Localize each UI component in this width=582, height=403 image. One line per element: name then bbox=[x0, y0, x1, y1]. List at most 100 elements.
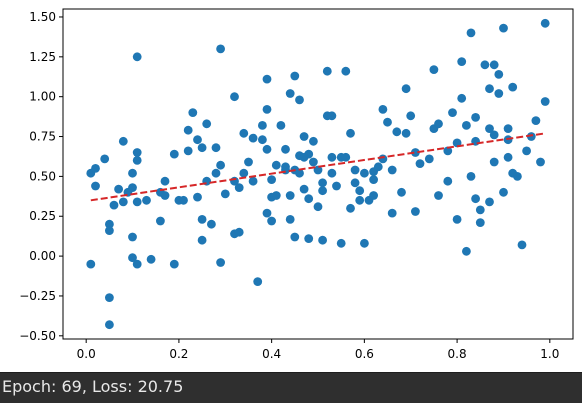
data-point bbox=[290, 71, 300, 81]
data-point bbox=[475, 218, 485, 228]
data-point bbox=[327, 168, 337, 178]
data-point bbox=[499, 23, 508, 33]
data-point bbox=[309, 136, 318, 146]
data-point bbox=[309, 157, 318, 167]
data-point bbox=[503, 124, 513, 133]
x-tick-label: 0.2 bbox=[169, 347, 188, 361]
data-point bbox=[285, 89, 295, 98]
data-point bbox=[540, 97, 550, 106]
y-tick-label: 0.00 bbox=[29, 249, 56, 263]
data-point bbox=[105, 226, 114, 236]
data-point bbox=[383, 117, 392, 127]
plot-area: 0.0 0.2 0.4 0.6 0.8 1.0 −0.50 −0.25 0.00 0.25 0.5… bbox=[19, 8, 574, 361]
scatter-chart: 0.0 0.2 0.4 0.6 0.8 1.0 −0.50 −0.25 0.00 0.25 0.5… bbox=[19, 8, 574, 361]
data-point bbox=[346, 128, 355, 138]
x-tick-label: 0.0 bbox=[77, 347, 96, 361]
data-point bbox=[86, 259, 96, 269]
data-point bbox=[355, 195, 365, 205]
data-point bbox=[118, 136, 128, 146]
data-point bbox=[146, 254, 156, 264]
y-tick-label: 0.25 bbox=[29, 209, 56, 223]
data-point bbox=[489, 60, 499, 70]
data-point bbox=[499, 187, 508, 197]
data-point bbox=[378, 105, 388, 114]
data-point bbox=[114, 184, 123, 194]
data-point bbox=[392, 127, 402, 137]
data-point bbox=[267, 175, 276, 185]
data-point bbox=[132, 148, 142, 157]
data-point bbox=[169, 149, 179, 159]
data-point bbox=[128, 253, 137, 263]
data-point bbox=[281, 144, 290, 154]
data-point bbox=[183, 146, 193, 156]
data-point bbox=[299, 152, 309, 162]
data-point bbox=[378, 154, 388, 164]
data-point bbox=[299, 132, 309, 141]
data-point bbox=[411, 207, 420, 216]
data-point bbox=[105, 320, 114, 330]
data-point bbox=[397, 187, 406, 197]
data-point bbox=[211, 168, 221, 178]
data-point bbox=[118, 197, 128, 207]
epoch-loss-text: Epoch: 69, Loss: 20.75 bbox=[2, 377, 184, 396]
data-point bbox=[304, 234, 314, 244]
data-point bbox=[216, 258, 226, 267]
data-point bbox=[327, 111, 337, 121]
data-point bbox=[244, 157, 253, 167]
data-point bbox=[220, 189, 230, 199]
x-tick-label: 0.8 bbox=[448, 347, 467, 361]
data-point bbox=[341, 152, 351, 162]
x-tick-label: 0.4 bbox=[262, 347, 281, 361]
data-point bbox=[406, 111, 416, 121]
data-point bbox=[202, 119, 212, 129]
data-point bbox=[318, 186, 327, 196]
data-point bbox=[531, 116, 541, 125]
fit-line-layer bbox=[90, 132, 546, 202]
data-point bbox=[290, 232, 300, 242]
data-point bbox=[462, 121, 471, 130]
data-point bbox=[526, 132, 536, 141]
data-point bbox=[457, 93, 467, 103]
data-point bbox=[434, 119, 443, 129]
axes-frame bbox=[62, 8, 574, 340]
data-point bbox=[429, 65, 439, 74]
data-point bbox=[128, 232, 137, 242]
data-point bbox=[281, 162, 290, 172]
data-point bbox=[132, 156, 142, 165]
data-point bbox=[211, 143, 221, 153]
data-point bbox=[193, 135, 202, 145]
data-point bbox=[424, 154, 434, 164]
data-point bbox=[475, 205, 485, 215]
data-point bbox=[216, 44, 226, 54]
data-point bbox=[234, 183, 244, 193]
y-axis: −0.50 −0.25 0.00 0.25 0.50 0.75 1.00 1.25 1.50 bbox=[19, 10, 63, 343]
data-point bbox=[156, 216, 165, 226]
data-point bbox=[485, 124, 494, 133]
data-point bbox=[299, 184, 309, 194]
data-point bbox=[503, 152, 513, 162]
data-point bbox=[522, 146, 531, 156]
x-tick-label: 0.6 bbox=[355, 347, 374, 361]
data-point bbox=[471, 113, 480, 122]
data-point bbox=[128, 183, 137, 193]
data-point bbox=[258, 135, 267, 145]
data-point bbox=[142, 195, 151, 205]
data-point bbox=[489, 130, 499, 140]
data-point bbox=[360, 238, 369, 248]
data-point bbox=[448, 108, 457, 117]
data-point bbox=[452, 215, 462, 224]
data-point bbox=[188, 108, 198, 117]
data-point bbox=[466, 28, 476, 38]
data-point bbox=[401, 128, 411, 138]
data-point bbox=[369, 191, 378, 200]
data-point bbox=[443, 146, 453, 156]
data-point bbox=[540, 18, 550, 28]
data-point bbox=[132, 259, 142, 269]
data-point bbox=[262, 105, 272, 114]
data-point bbox=[494, 70, 504, 79]
data-point bbox=[179, 195, 188, 205]
data-point bbox=[387, 208, 397, 218]
data-point bbox=[327, 152, 337, 162]
data-point bbox=[128, 168, 137, 178]
data-point bbox=[517, 240, 527, 250]
